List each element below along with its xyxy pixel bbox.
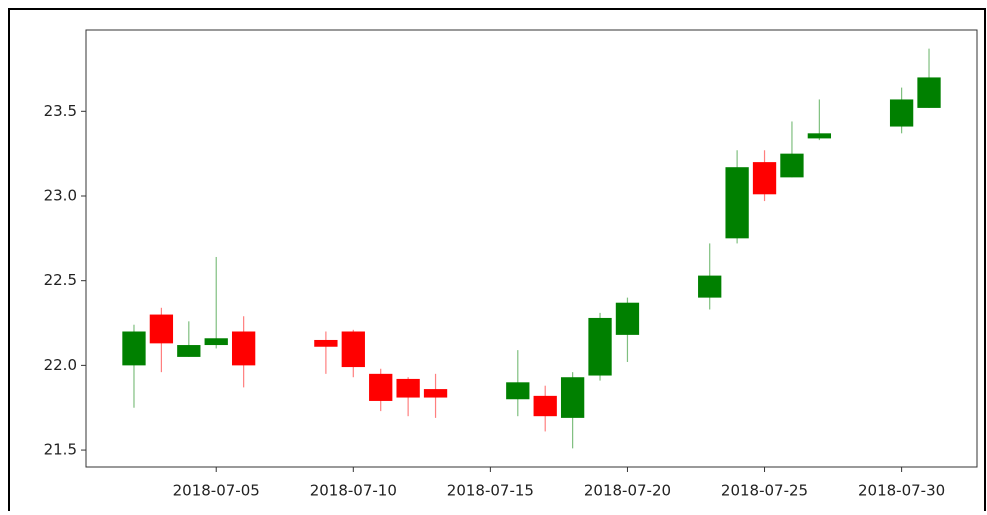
candle-body: [122, 331, 146, 366]
x-tick-label: 2018-07-25: [721, 482, 808, 500]
x-tick-label: 2018-07-20: [584, 482, 671, 500]
candle-body: [341, 331, 365, 368]
screenshot-border: [8, 8, 986, 515]
candle-body: [314, 339, 338, 347]
x-tick-label: 2018-07-10: [310, 482, 397, 500]
candle-body: [231, 331, 256, 366]
candle-body: [588, 317, 612, 376]
candle-body: [698, 275, 722, 298]
candle-body: [396, 378, 420, 398]
candle-body: [177, 345, 201, 357]
plot-frame: [85, 29, 978, 468]
candle-body: [533, 395, 557, 417]
candle-body: [506, 382, 530, 400]
x-tick-label: 2018-07-15: [447, 482, 534, 500]
candle-body: [807, 133, 832, 139]
candle-body: [917, 77, 941, 108]
y-tick-label: 22.0: [44, 356, 77, 374]
y-tick-label: 22.5: [44, 271, 77, 289]
candle-body: [725, 167, 749, 239]
y-tick-label: 21.5: [44, 441, 77, 459]
candle-body: [560, 377, 585, 418]
candle-body: [780, 153, 804, 178]
y-tick-label: 23.5: [44, 102, 77, 120]
y-tick-label: 23.0: [44, 186, 77, 204]
candle-body: [615, 302, 640, 335]
candle-body: [423, 389, 448, 398]
candle-body: [369, 373, 393, 401]
candle-body: [149, 314, 174, 344]
candle-body: [752, 162, 777, 195]
x-tick-label: 2018-07-30: [858, 482, 945, 500]
candle-body: [204, 338, 228, 346]
candle-body: [889, 99, 914, 127]
x-tick-label: 2018-07-05: [173, 482, 260, 500]
